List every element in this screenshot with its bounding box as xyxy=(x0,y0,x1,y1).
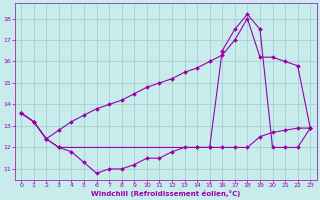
X-axis label: Windchill (Refroidissement éolien,°C): Windchill (Refroidissement éolien,°C) xyxy=(91,190,240,197)
